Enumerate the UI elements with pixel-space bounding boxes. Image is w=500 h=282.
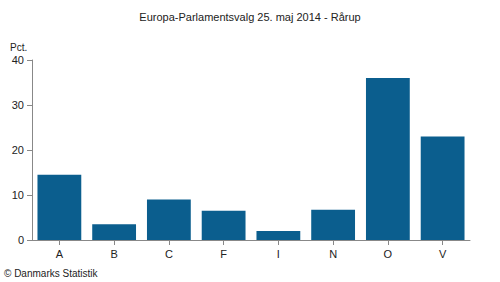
svg-text:40: 40 <box>12 54 24 66</box>
svg-text:20: 20 <box>12 144 24 156</box>
svg-text:V: V <box>439 248 447 260</box>
svg-text:0: 0 <box>18 234 24 246</box>
svg-text:I: I <box>277 248 280 260</box>
svg-text:10: 10 <box>12 189 24 201</box>
svg-text:A: A <box>56 248 64 260</box>
svg-text:F: F <box>220 248 227 260</box>
svg-text:N: N <box>329 248 337 260</box>
svg-text:Pct.: Pct. <box>10 42 27 53</box>
svg-text:30: 30 <box>12 99 24 111</box>
svg-text:O: O <box>384 248 393 260</box>
svg-text:B: B <box>110 248 117 260</box>
svg-text:C: C <box>165 248 173 260</box>
svg-text:Europa-Parlamentsvalg 25. maj: Europa-Parlamentsvalg 25. maj 2014 - Rår… <box>139 11 360 23</box>
svg-text:© Danmarks Statistik: © Danmarks Statistik <box>4 268 99 279</box>
